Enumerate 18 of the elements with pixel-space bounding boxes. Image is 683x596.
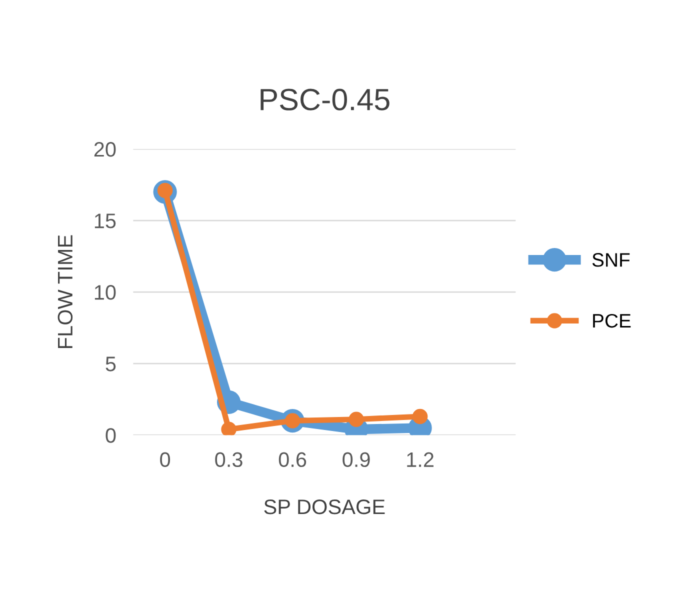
x-tick-label: 0.6: [278, 452, 306, 468]
y-tick-label: 15: [94, 214, 116, 228]
x-axis-title: SP DOSAGE: [264, 499, 385, 514]
point: [221, 422, 236, 436]
x-tick-label: 0: [160, 452, 170, 468]
y-tick-label: 0: [106, 428, 116, 443]
y-tick-label: 5: [106, 356, 116, 372]
chart-title: PSC-0.45: [260, 88, 390, 110]
x-tick-label: 0.9: [342, 452, 370, 468]
x-tick-label: 0.3: [215, 452, 242, 468]
legend-label: SNF: [592, 253, 630, 267]
point: [348, 412, 364, 427]
y-tick-label: 10: [94, 285, 116, 300]
y-tick-label: 20: [94, 142, 116, 157]
y-axis-title: FLOW TIME: [58, 235, 73, 348]
point: [412, 408, 428, 424]
x-tick-label: 1.2: [407, 452, 434, 467]
legend-label: PCE: [593, 314, 631, 328]
